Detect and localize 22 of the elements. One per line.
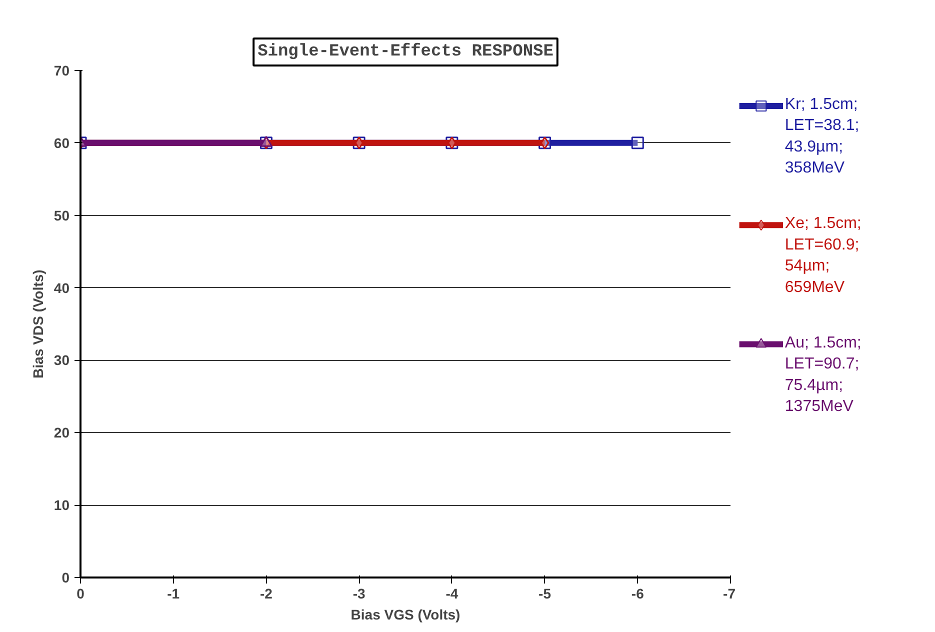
- x-tick-label: -4: [446, 586, 458, 602]
- legend-label: Xe; 1.5cm; LET=60.9; 54µm; 659MeV: [784, 215, 862, 296]
- y-axis-title: Bias VDS (Volts): [30, 270, 46, 378]
- y-tick-label: 50: [54, 207, 70, 224]
- legend-label: Kr; 1.5cm; LET=38.1; 43.9µm; 358MeV: [784, 96, 860, 177]
- y-tick-label: 70: [54, 62, 70, 78]
- x-tick-label: -2: [260, 586, 273, 602]
- x-tick-label: -1: [167, 586, 180, 602]
- y-tick-label: 30: [54, 352, 70, 368]
- y-tick-label: 0: [62, 570, 70, 586]
- x-tick-label: -7: [723, 586, 736, 602]
- x-axis-title: Bias VGS (Volts): [350, 606, 460, 622]
- x-tick-label: 0: [76, 586, 85, 602]
- chart-title: Single-Event-Effects RESPONSE: [258, 42, 554, 62]
- y-tick-label: 40: [54, 280, 70, 296]
- y-tick-label: 60: [54, 134, 70, 151]
- y-tick-label: 20: [54, 424, 70, 441]
- x-tick-label: -6: [631, 586, 644, 602]
- legend-label: Au; 1.5cm; LET=90.7; 75.4µm; 1375MeV: [784, 334, 862, 416]
- x-tick-label: -5: [538, 586, 552, 602]
- x-tick-label: -3: [352, 586, 366, 602]
- y-tick-label: 10: [54, 497, 70, 514]
